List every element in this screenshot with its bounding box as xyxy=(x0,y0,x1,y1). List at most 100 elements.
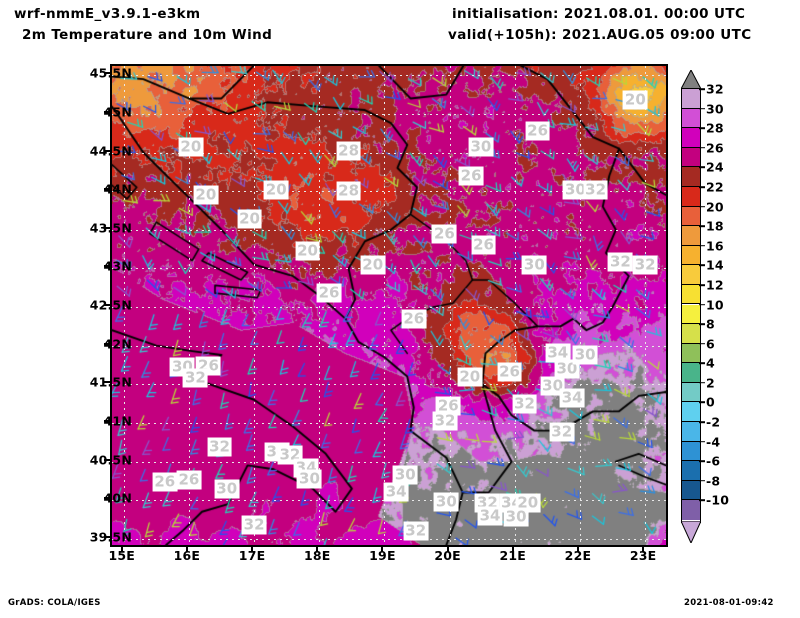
contour-label: 26 xyxy=(176,470,202,490)
temperature-map-plot[interactable]: 20 20 20 20 28 28 20 20 26 26 26 26 26 30 26 30 30 32 32 32… xyxy=(110,64,668,547)
latitude-tick-label: 45N xyxy=(103,104,132,120)
colorbar-tick xyxy=(699,225,705,227)
contour-label: 34 xyxy=(383,482,409,502)
contour-label: 26 xyxy=(458,166,484,186)
colorbar-swatch[interactable] xyxy=(682,324,700,344)
contour-label: 26 xyxy=(435,396,461,416)
longitude-tick xyxy=(185,545,188,552)
contour-label: 30 xyxy=(214,479,240,499)
contour-label: 32 xyxy=(207,437,232,457)
colorbar-tick-label: 24 xyxy=(706,159,724,175)
colorbar-tick-label: 26 xyxy=(706,140,724,156)
colorbar-swatch[interactable] xyxy=(682,245,700,266)
temperature-colorbar[interactable] xyxy=(681,88,701,523)
colorbar-tick xyxy=(699,244,705,247)
colorbar-tick-label: 22 xyxy=(706,179,724,195)
colorbar-swatch[interactable] xyxy=(682,480,700,501)
contour-label: 20 xyxy=(237,209,262,229)
colorbar-swatch[interactable] xyxy=(682,128,700,148)
colorbar-tick-label: 8 xyxy=(706,316,715,332)
contour-label: 30 xyxy=(572,345,598,365)
latitude-tick xyxy=(104,458,111,461)
colorbar-swatch[interactable] xyxy=(682,382,700,403)
contour-label: 26 xyxy=(431,224,457,244)
colorbar-tick-label: 14 xyxy=(706,257,724,273)
longitude-tick-label: 23E xyxy=(629,548,657,563)
contour-label: 32 xyxy=(607,252,633,272)
colorbar-tick xyxy=(699,401,705,404)
colorbar-swatch[interactable] xyxy=(682,108,700,129)
latitude-tick-label: 41N xyxy=(103,413,132,429)
colorbar-swatch[interactable] xyxy=(682,343,700,364)
colorbar-swatch[interactable] xyxy=(682,422,700,442)
colorbar-tick xyxy=(699,88,705,90)
longitude-tick xyxy=(120,545,123,552)
latitude-tick xyxy=(104,419,111,422)
longitude-tick xyxy=(642,545,645,552)
contour-label: 20 xyxy=(193,185,219,205)
colorbar-tick xyxy=(699,284,705,286)
colorbar-under-arrow xyxy=(681,521,701,543)
colorbar-tick xyxy=(699,166,705,169)
colorbar-swatch[interactable] xyxy=(682,284,700,305)
header-initialisation: initialisation: 2021.08.01. 00:00 UTC xyxy=(452,6,746,22)
colorbar-swatch[interactable] xyxy=(682,265,700,285)
contour-label: 30 xyxy=(503,507,529,527)
contour-label: 26 xyxy=(497,362,522,382)
contour-label: 30 xyxy=(562,180,588,200)
colorbar-swatch[interactable] xyxy=(682,167,700,187)
contour-label: 20 xyxy=(360,255,386,275)
colorbar-tick-label: 18 xyxy=(706,218,724,234)
colorbar-tick xyxy=(699,323,705,325)
colorbar-swatch[interactable] xyxy=(682,186,700,207)
latitude-tick xyxy=(104,72,111,75)
latitude-tick-label: 43.5N xyxy=(89,220,132,236)
colorbar-swatch[interactable] xyxy=(682,304,700,325)
longitude-tick xyxy=(251,545,254,552)
contour-label: 32 xyxy=(432,411,458,431)
colorbar-tick xyxy=(699,499,705,502)
longitude-tick-label: 16E xyxy=(173,548,201,563)
contour-label: 20 xyxy=(263,180,289,200)
longitude-tick-label: 18E xyxy=(303,548,331,563)
colorbar-tick xyxy=(699,342,705,345)
contour-label: 32 xyxy=(241,515,267,535)
longitude-tick-label: 17E xyxy=(238,548,266,563)
latitude-tick-label: 40.5N xyxy=(89,452,132,468)
contour-label: 34 xyxy=(545,343,571,363)
contour-label: 32 xyxy=(403,521,429,541)
contour-label: 34 xyxy=(559,388,585,408)
colorbar-swatch[interactable] xyxy=(682,89,700,109)
colorbar-swatch[interactable] xyxy=(682,402,700,423)
colorbar-tick xyxy=(699,146,705,149)
latitude-tick-label: 39.5N xyxy=(89,529,132,545)
latitude-tick xyxy=(104,381,111,384)
colorbar-swatch[interactable] xyxy=(682,461,700,481)
header-field-name: 2m Temperature and 10m Wind xyxy=(22,27,273,43)
longitude-tick-label: 15E xyxy=(108,548,135,563)
latitude-tick xyxy=(104,342,111,345)
latitude-tick-label: 42.5N xyxy=(89,297,132,313)
colorbar-swatch[interactable] xyxy=(682,363,700,383)
contour-label: 30 xyxy=(521,255,547,275)
contour-label: 20 xyxy=(622,90,648,110)
longitude-tick xyxy=(316,545,319,552)
colorbar-tick-label: -6 xyxy=(706,453,721,469)
longitude-tick xyxy=(576,545,579,552)
colorbar-tick xyxy=(699,362,705,365)
colorbar-over-arrow xyxy=(681,70,701,89)
colorbar-swatch[interactable] xyxy=(682,226,700,246)
colorbar-swatch[interactable] xyxy=(682,500,700,520)
colorbar-tick-label: -10 xyxy=(706,492,730,508)
colorbar-swatch[interactable] xyxy=(682,147,700,168)
latitude-tick-label: 40N xyxy=(103,490,132,506)
latitude-tick xyxy=(104,188,111,191)
colorbar-tick-label: 32 xyxy=(706,81,724,97)
longitude-tick xyxy=(511,545,514,552)
contour-label: 28 xyxy=(336,141,362,161)
colorbar-tick xyxy=(699,480,705,482)
colorbar-tick-label: 16 xyxy=(706,238,724,254)
contour-label: 26 xyxy=(471,235,496,255)
colorbar-swatch[interactable] xyxy=(682,441,700,462)
colorbar-swatch[interactable] xyxy=(682,206,700,227)
